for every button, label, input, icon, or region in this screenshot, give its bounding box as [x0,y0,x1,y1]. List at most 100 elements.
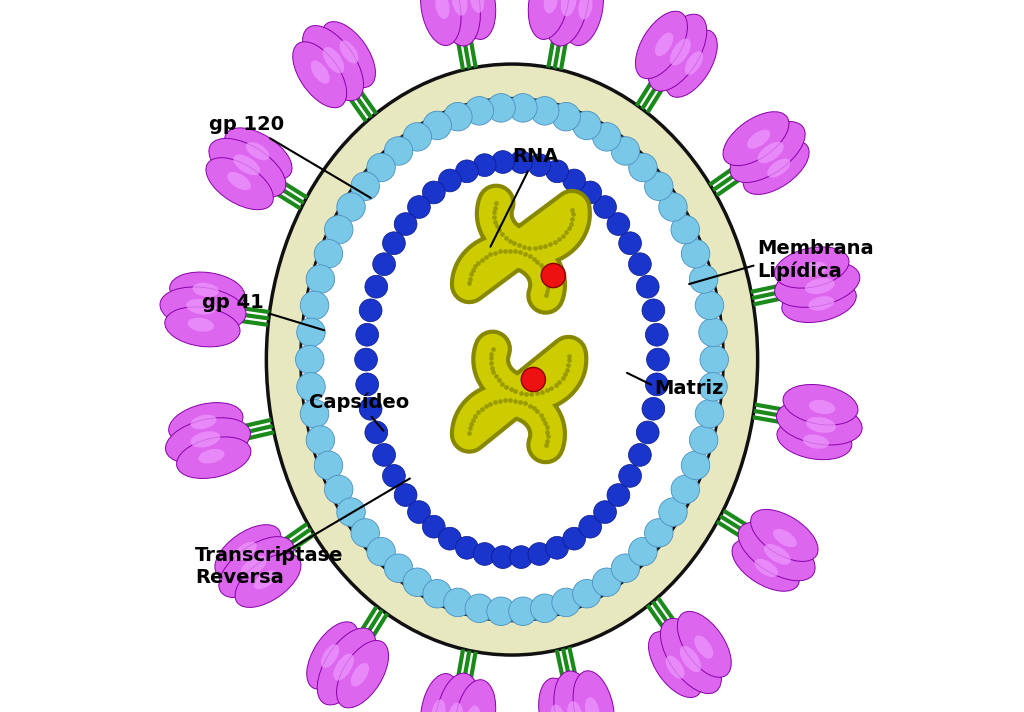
Ellipse shape [655,33,673,56]
Ellipse shape [585,697,599,712]
Circle shape [297,318,326,347]
Ellipse shape [190,431,220,447]
Ellipse shape [165,307,240,347]
Ellipse shape [456,0,496,39]
Circle shape [438,528,461,550]
Circle shape [314,239,343,268]
Ellipse shape [751,509,818,562]
Circle shape [492,151,514,174]
Circle shape [306,426,335,454]
Circle shape [528,543,551,565]
Circle shape [542,263,565,288]
Ellipse shape [767,159,791,177]
Circle shape [373,253,395,276]
Circle shape [546,536,568,559]
Ellipse shape [447,703,463,712]
Circle shape [422,181,445,204]
Ellipse shape [677,612,731,677]
Ellipse shape [777,419,852,460]
Circle shape [546,160,568,183]
Circle shape [423,580,452,608]
Ellipse shape [528,0,568,39]
Circle shape [355,323,379,346]
Ellipse shape [801,262,827,276]
Ellipse shape [781,281,856,323]
Ellipse shape [310,61,330,83]
Circle shape [681,239,710,268]
Text: Membrana
Lipídica: Membrana Lipídica [758,239,874,281]
Circle shape [563,528,586,550]
Ellipse shape [755,559,778,577]
Circle shape [611,554,640,582]
Circle shape [642,299,665,322]
Ellipse shape [456,680,496,712]
Ellipse shape [680,646,701,672]
Ellipse shape [806,417,836,433]
Ellipse shape [685,51,703,75]
Circle shape [572,111,601,140]
Circle shape [456,160,478,183]
Circle shape [486,94,515,122]
Circle shape [384,137,413,165]
Text: RNA: RNA [490,147,558,247]
Circle shape [325,215,353,244]
Ellipse shape [302,26,364,100]
Ellipse shape [323,47,344,73]
Circle shape [443,103,472,131]
Circle shape [563,169,586,192]
Ellipse shape [773,529,797,548]
Ellipse shape [322,21,376,88]
Ellipse shape [421,0,461,46]
Circle shape [644,518,673,547]
Circle shape [579,181,602,204]
Ellipse shape [421,674,461,712]
Ellipse shape [300,98,724,621]
Circle shape [486,597,515,625]
Ellipse shape [215,525,281,579]
Ellipse shape [554,671,600,712]
Circle shape [465,97,494,125]
Circle shape [367,153,395,182]
Ellipse shape [293,42,347,108]
Ellipse shape [431,699,445,712]
Ellipse shape [227,172,251,190]
Ellipse shape [233,155,260,175]
Ellipse shape [435,0,450,19]
Circle shape [645,323,669,346]
Ellipse shape [452,0,468,16]
Ellipse shape [561,0,577,16]
Circle shape [351,518,380,547]
Text: Capsídeo: Capsídeo [309,392,410,431]
Text: Matriz: Matriz [654,379,724,397]
Ellipse shape [169,402,243,444]
Ellipse shape [539,678,580,712]
Circle shape [611,137,640,165]
Circle shape [644,172,673,201]
Circle shape [306,265,335,293]
Circle shape [300,399,329,428]
Ellipse shape [241,556,266,577]
Ellipse shape [199,449,224,464]
Circle shape [509,94,538,122]
Circle shape [325,476,353,504]
Ellipse shape [730,122,805,182]
Ellipse shape [764,544,791,565]
Ellipse shape [670,38,690,66]
Circle shape [593,122,621,151]
Circle shape [695,291,724,320]
Ellipse shape [206,157,273,210]
Ellipse shape [803,434,829,449]
Circle shape [593,568,621,597]
Circle shape [572,580,601,608]
Circle shape [354,348,378,371]
Circle shape [296,345,324,374]
Ellipse shape [783,384,858,425]
Ellipse shape [666,30,717,98]
Ellipse shape [694,636,714,659]
Ellipse shape [573,671,614,712]
Circle shape [383,464,406,487]
Ellipse shape [660,619,722,693]
Ellipse shape [160,287,246,332]
Circle shape [456,536,478,559]
Circle shape [510,151,532,174]
